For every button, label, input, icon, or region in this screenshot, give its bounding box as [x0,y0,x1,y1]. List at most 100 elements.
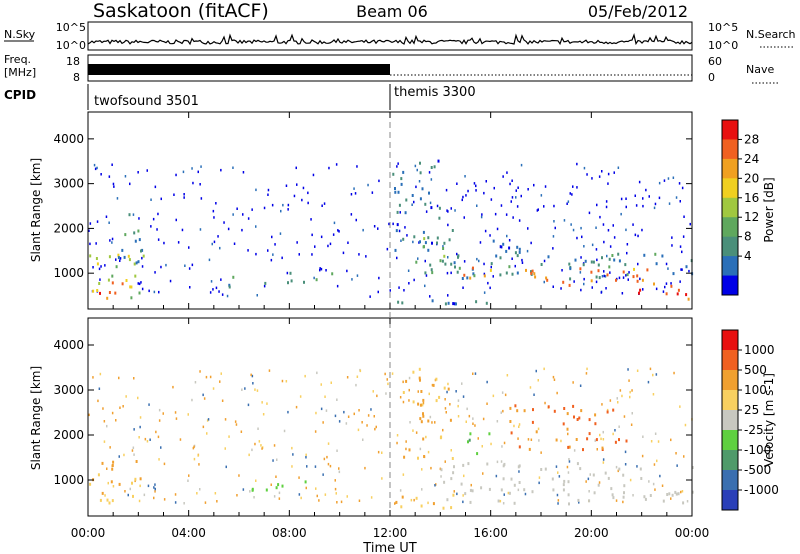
echo-region [467,432,491,456]
scatter-cell [607,182,609,185]
scatter-cell [374,427,376,431]
scatter-cell [215,286,218,290]
scatter-cell [394,502,396,505]
scatter-cell [367,183,369,187]
colorbar-swatch [722,430,738,451]
scatter-cell [642,288,644,291]
scatter-cell [686,500,689,503]
scatter-cell [147,484,150,488]
scatter-cell [236,494,238,497]
scatter-cell [553,204,555,208]
scatter-cell [684,423,687,427]
scatter-cell [600,437,602,441]
scatter-cell [578,501,580,504]
scatter-cell [446,390,448,394]
scatter-cell [537,379,539,382]
scatter-cell [430,178,433,181]
scatter-cell [658,181,661,185]
scatter-cell [512,216,514,219]
scatter-cell [242,488,245,491]
scatter-cell [602,461,605,464]
scatter-cell [600,291,603,294]
scatter-cell [276,458,278,461]
scatter-cell [572,228,575,232]
scatter-cell [621,394,623,398]
scatter-cell [118,455,120,458]
nsky-panel [87,21,693,51]
scatter-cell [462,395,465,398]
power-cbar-label: Power [dB] [762,177,776,242]
scatter-cell [673,371,675,375]
scatter-cell [602,223,605,226]
scatter-cell [543,280,545,284]
scatter-cell [672,176,675,179]
scatter-cell [261,401,263,404]
scatter-cell [179,438,182,441]
scatter-cell [625,205,627,209]
scatter-cell [628,379,630,382]
colorbar-tick: 12 [744,210,759,224]
scatter-cell [377,290,379,294]
scatter-cell [143,493,146,497]
scatter-cell [538,481,540,485]
scatter-cell [172,385,174,389]
scatter-cell [373,225,376,228]
scatter-cell [623,415,626,418]
scatter-cell [354,192,357,195]
scatter-cell [689,222,691,226]
scatter-cell [94,167,97,171]
x-tick-label: 08:00 [272,526,307,540]
scatter-cell [255,225,257,228]
scatter-cell [474,372,477,375]
scatter-cell [212,387,215,390]
freq-tick-bottom: 8 [73,71,80,84]
scatter-cell [124,490,126,493]
scatter-cell [192,446,195,450]
y-tick-label: 2000 [53,428,84,442]
scatter-cell [490,442,492,446]
scatter-cell [295,405,298,409]
scatter-cell [418,180,421,183]
scatter-cell [235,423,238,426]
scatter-cell [263,206,266,210]
scatter-cell [635,204,638,207]
scatter-cell [267,193,269,196]
scatter-cell [679,200,681,203]
scatter-cell [205,375,208,379]
scatter-cell [472,372,474,375]
scatter-cell [609,271,611,274]
scatter-cell [158,458,160,461]
scatter-cell [163,241,165,245]
scatter-cell [544,185,547,188]
scatter-cell [248,453,250,457]
scatter-cell [602,438,605,441]
scatter-cell [88,413,90,417]
scatter-cell [670,438,672,442]
scatter-cell [196,492,198,495]
colorbar-swatch [722,139,738,160]
scatter-cell [662,290,665,293]
scatter-cell [449,403,451,406]
scatter-cell [97,399,99,403]
scatter-cell [197,170,199,174]
scatter-cell [503,493,505,496]
scatter-cell [332,233,335,236]
scatter-cell [601,403,603,406]
scatter-cell [287,208,289,211]
scatter-cell [625,228,627,232]
scatter-cell [387,382,389,386]
scatter-cell [434,484,436,487]
scatter-cell [194,381,197,384]
scatter-cell [242,171,245,174]
scatter-cell [537,427,540,431]
scatter-cell [385,392,387,395]
echo-region [251,480,307,492]
scatter-cell [615,465,618,469]
scatter-cell [642,197,644,200]
scatter-cell [119,259,121,262]
colorbar-swatch [722,197,738,218]
scatter-cell [601,275,604,278]
scatter-cell [446,209,448,212]
y-tick-label: 3000 [53,383,84,397]
y-tick-label: 1000 [53,266,84,280]
